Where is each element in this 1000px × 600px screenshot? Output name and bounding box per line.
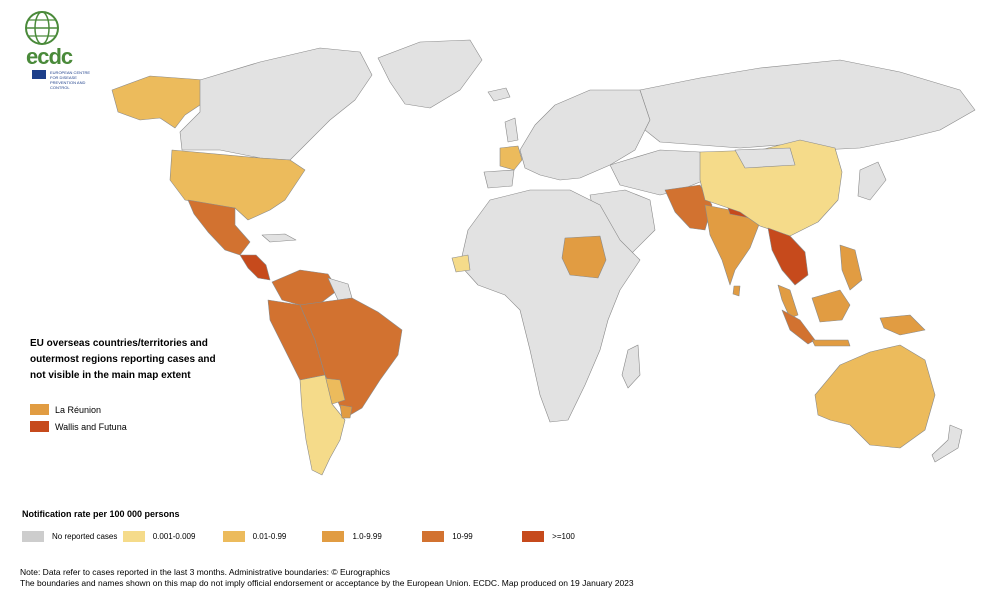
region-france bbox=[499, 145, 523, 171]
region-pakistan-afghanistan bbox=[664, 184, 713, 231]
region-europe bbox=[519, 89, 651, 181]
rate-legend-item: 0.001-0.009 bbox=[122, 531, 223, 542]
region-new-zealand bbox=[931, 424, 963, 463]
region-java bbox=[811, 339, 851, 347]
rate-legend-label: 0.01-0.99 bbox=[252, 532, 287, 541]
rate-legend-label: 1.0-9.99 bbox=[352, 532, 382, 541]
rate-legend-label: No reported cases bbox=[52, 532, 118, 541]
region-west-africa bbox=[451, 254, 471, 273]
region-japan bbox=[857, 161, 887, 201]
region-greenland bbox=[377, 39, 483, 109]
inset-legend-title: EU overseas countries/territories and ou… bbox=[30, 338, 216, 381]
legend-swatch bbox=[30, 421, 49, 432]
region-alaska bbox=[111, 75, 206, 129]
legend-swatch bbox=[522, 531, 545, 542]
rate-legend-label: 0.001-0.009 bbox=[152, 532, 196, 541]
region-uruguay bbox=[339, 404, 353, 419]
region-usa bbox=[169, 149, 306, 221]
region-canada bbox=[179, 47, 373, 161]
region-iberia bbox=[483, 169, 515, 189]
region-sudan bbox=[561, 235, 607, 279]
region-new-guinea bbox=[879, 314, 926, 336]
rate-legend-item: No reported cases bbox=[22, 531, 123, 542]
region-uk bbox=[504, 117, 519, 143]
legend-swatch bbox=[422, 531, 445, 542]
region-china bbox=[699, 139, 843, 237]
logo-subtitle: EUROPEAN CENTRE FOR DISEASE PREVENTION A… bbox=[50, 70, 91, 90]
inset-legend: EU overseas countries/territories and ou… bbox=[30, 336, 220, 432]
legend-swatch bbox=[322, 531, 345, 542]
region-sumatra bbox=[781, 309, 816, 345]
logo-text: ecdc bbox=[26, 44, 73, 69]
region-russia bbox=[639, 59, 976, 151]
rate-legend-item: 1.0-9.99 bbox=[322, 531, 422, 542]
legend-swatch bbox=[22, 531, 44, 542]
inset-legend-item: La Réunion bbox=[30, 404, 220, 415]
inset-legend-label: Wallis and Futuna bbox=[55, 421, 127, 432]
region-iceland bbox=[487, 87, 511, 102]
region-southeast-asia-mainland bbox=[767, 227, 809, 286]
inset-legend-item: Wallis and Futuna bbox=[30, 421, 220, 432]
globe-icon bbox=[25, 11, 59, 45]
rate-legend-title: Notification rate per 100 000 persons bbox=[22, 509, 180, 519]
eu-flag-icon bbox=[32, 70, 46, 79]
legend-swatch bbox=[122, 531, 145, 542]
region-philippines bbox=[839, 244, 863, 291]
inset-legend-label: La Réunion bbox=[55, 404, 102, 415]
rate-legend-item: 10-99 bbox=[422, 531, 522, 542]
note-line-2: The boundaries and names shown on this m… bbox=[20, 578, 634, 588]
region-chile-argentina bbox=[299, 374, 346, 476]
region-sri-lanka bbox=[732, 285, 741, 297]
region-madagascar bbox=[621, 344, 641, 389]
rate-legend-label: 10-99 bbox=[452, 532, 473, 541]
region-central-america bbox=[239, 254, 271, 281]
map-note: Note: Data refer to cases reported in th… bbox=[20, 567, 634, 589]
rate-legend-item: >=100 bbox=[522, 531, 622, 542]
rate-legend: Notification rate per 100 000 persons No… bbox=[22, 509, 622, 542]
region-colombia-venezuela bbox=[271, 269, 339, 306]
rate-legend-label: >=100 bbox=[552, 532, 575, 541]
rate-legend-item: 0.01-0.99 bbox=[222, 531, 323, 542]
note-line-1: Note: Data refer to cases reported in th… bbox=[20, 567, 391, 577]
legend-swatch bbox=[30, 404, 49, 415]
ecdc-logo: ecdc EUROPEAN CENTRE FOR DISEASE PREVENT… bbox=[8, 8, 98, 90]
region-cuba bbox=[261, 233, 297, 243]
region-borneo bbox=[811, 289, 851, 323]
legend-swatch bbox=[222, 531, 245, 542]
region-mongolia bbox=[734, 147, 796, 169]
region-australia bbox=[814, 344, 936, 449]
